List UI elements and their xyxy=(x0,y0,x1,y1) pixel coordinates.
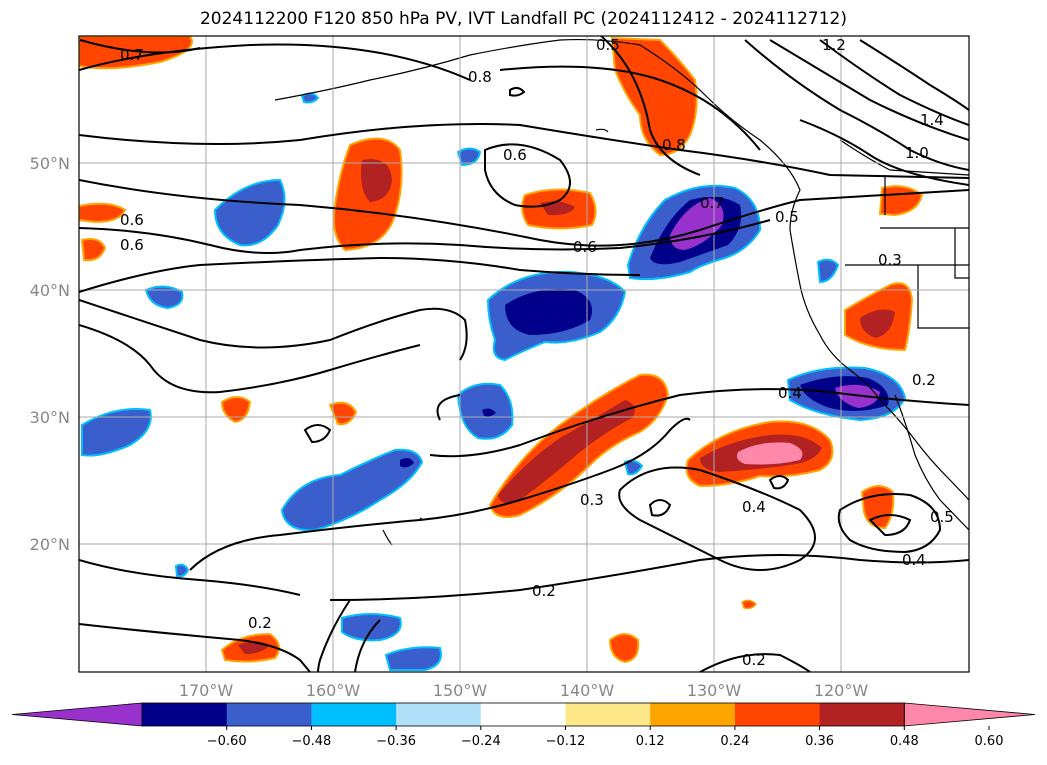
contour-label: 1.0 xyxy=(905,144,929,162)
contour-label: 0.4 xyxy=(778,384,802,402)
colorbar: −0.60 −0.48 −0.36 −0.24 −0.12 0.12 0.24 0.36 0.4… xyxy=(11,702,1036,749)
colorbar-cell xyxy=(565,703,651,726)
lon-labels: 170°W 160°W 150°W 140°W 130°W 120°W xyxy=(179,681,869,700)
contour-label: 0.6 xyxy=(120,211,144,229)
lon-label: 150°W xyxy=(433,681,488,700)
lat-label: 30°N xyxy=(30,408,70,427)
contour-label: 0.8 xyxy=(468,68,492,86)
colorbar-extend-min xyxy=(11,702,143,727)
colorbar-cell xyxy=(819,703,905,726)
colorbar-cell xyxy=(734,703,821,726)
contour-labels: 0.7 0.8 0.6 0.6 0.7 0.6 0.5 0.6 0.5 0.8 … xyxy=(120,36,954,669)
contour-label: 0.2 xyxy=(912,371,936,389)
contour-label: 0.5 xyxy=(775,208,799,226)
lat-labels: 50°N 40°N 30°N 20°N xyxy=(30,154,70,554)
map-frame xyxy=(78,35,970,673)
colorbar-tick-label: −0.60 xyxy=(207,734,247,749)
lat-label: 40°N xyxy=(30,281,70,300)
gridlines xyxy=(79,36,969,672)
contour-label: 0.4 xyxy=(742,498,766,516)
colorbar-cell xyxy=(311,703,397,726)
contour-label: 0.6 xyxy=(120,236,144,254)
colorbar-cell xyxy=(480,703,566,726)
contour-label: 0.4 xyxy=(902,551,926,569)
colorbar-cell xyxy=(650,703,736,726)
contour-label: 0.5 xyxy=(930,508,954,526)
contour-label: 0.6 xyxy=(573,238,597,256)
ivt-contours xyxy=(79,36,969,672)
contour-label: 0.5 xyxy=(596,36,620,54)
contour-label: 1.2 xyxy=(822,36,846,54)
map-title: 2024112200 F120 850 hPa PV, IVT Landfall… xyxy=(199,9,847,29)
colorbar-tick-label: 0.60 xyxy=(975,734,1004,749)
colorbar-tick-label: −0.36 xyxy=(376,734,416,749)
lon-label: 160°W xyxy=(306,681,361,700)
colorbar-tick-label: −0.12 xyxy=(546,734,586,749)
lat-label: 50°N xyxy=(30,154,70,173)
colorbar-cell xyxy=(396,703,482,726)
lat-label: 20°N xyxy=(30,535,70,554)
colorbar-tick-label: −0.24 xyxy=(461,734,501,749)
contour-label: 0.2 xyxy=(532,582,556,600)
pv-shading xyxy=(79,36,924,671)
contour-label: 0.3 xyxy=(580,491,604,509)
contour-label: 0.2 xyxy=(248,614,272,632)
lon-label: 120°W xyxy=(814,681,869,700)
colorbar-tick-label: 0.48 xyxy=(890,734,919,749)
lon-label: 140°W xyxy=(560,681,615,700)
coastlines xyxy=(274,38,969,546)
colorbar-tick-label: 0.24 xyxy=(720,734,749,749)
map-area: 0.7 0.8 0.6 0.6 0.7 0.6 0.5 0.6 0.5 0.8 … xyxy=(79,36,969,672)
contour-label: 0.7 xyxy=(120,46,144,64)
contour-label: 0.7 xyxy=(700,194,724,212)
contour-label: 0.2 xyxy=(742,651,766,669)
lon-label: 170°W xyxy=(179,681,234,700)
lon-label: 130°W xyxy=(687,681,742,700)
colorbar-tick-label: −0.48 xyxy=(291,734,331,749)
contour-label: 0.8 xyxy=(662,136,686,154)
colorbar-cell xyxy=(142,703,228,726)
colorbar-ticks: −0.60 −0.48 −0.36 −0.24 −0.12 0.12 0.24 0.36 0.4… xyxy=(207,726,1004,749)
contour-label: 0.3 xyxy=(878,251,902,269)
colorbar-cells xyxy=(11,702,1036,727)
colorbar-cell xyxy=(226,703,312,726)
colorbar-outline xyxy=(141,702,905,727)
colorbar-tick-label: 0.36 xyxy=(805,734,834,749)
contour-label: 1.4 xyxy=(920,111,944,129)
colorbar-tick-label: 0.12 xyxy=(636,734,665,749)
colorbar-extend-max xyxy=(903,702,1036,727)
contour-label: 0.6 xyxy=(503,146,527,164)
